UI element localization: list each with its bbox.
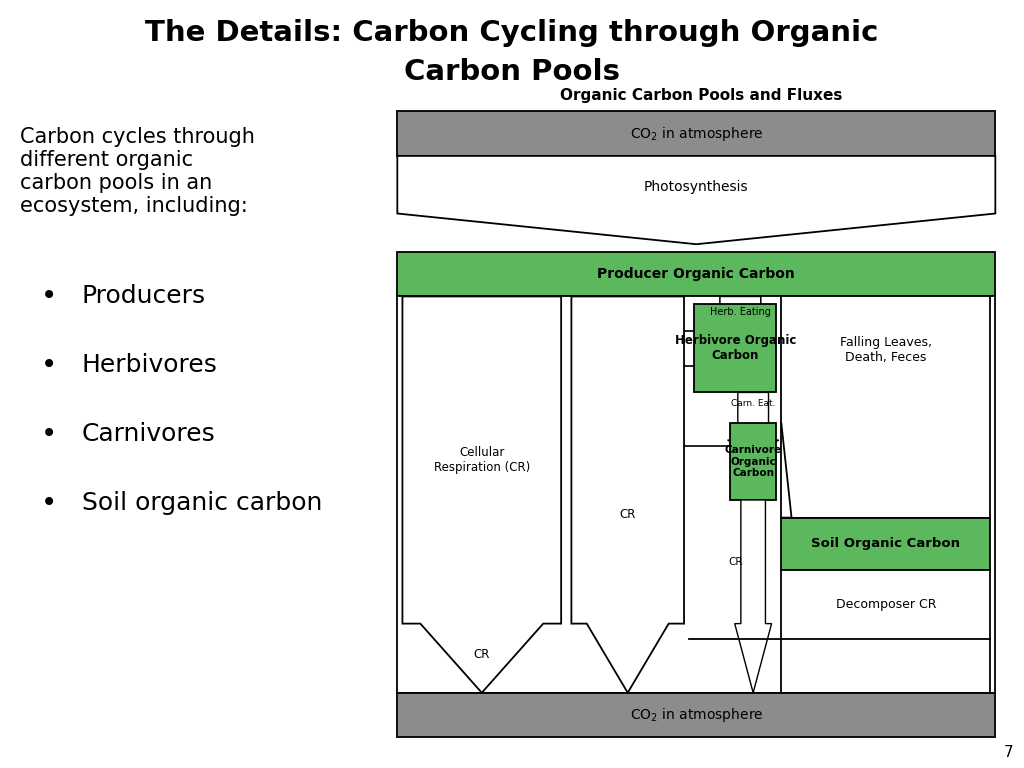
Bar (397, 296, 995, 693)
Text: Decomposer CR: Decomposer CR (836, 598, 936, 611)
Polygon shape (781, 296, 990, 518)
Text: Producers: Producers (82, 283, 206, 308)
Text: Falling Leaves,
Death, Feces: Falling Leaves, Death, Feces (840, 336, 932, 364)
Text: •: • (41, 351, 57, 379)
Bar (397, 111, 995, 156)
Text: CO$_2$ in atmosphere: CO$_2$ in atmosphere (630, 706, 763, 724)
Text: Carnivores: Carnivores (82, 422, 216, 446)
Text: •: • (41, 282, 57, 310)
Text: Cellular
Respiration (CR): Cellular Respiration (CR) (434, 446, 529, 474)
Polygon shape (397, 156, 995, 244)
Text: Herb. Eating: Herb. Eating (710, 306, 771, 317)
Text: 7: 7 (1005, 745, 1014, 760)
Bar (397, 693, 995, 737)
Polygon shape (402, 296, 561, 693)
Text: •: • (41, 420, 57, 448)
Text: Carnivore
Organic
Carbon: Carnivore Organic Carbon (725, 445, 781, 478)
Text: Soil organic carbon: Soil organic carbon (82, 491, 323, 515)
Text: Carbon Pools: Carbon Pools (404, 58, 620, 85)
Text: The Details: Carbon Cycling through Organic: The Details: Carbon Cycling through Orga… (145, 19, 879, 47)
Polygon shape (781, 570, 990, 639)
Polygon shape (571, 296, 684, 693)
Text: CO$_2$ in atmosphere: CO$_2$ in atmosphere (630, 124, 763, 143)
Text: Carn. Eat.: Carn. Eat. (731, 399, 775, 409)
Polygon shape (735, 500, 772, 693)
Text: CR: CR (620, 508, 636, 521)
Text: Producer Organic Carbon: Producer Organic Carbon (597, 267, 796, 281)
Text: Carbon cycles through
different organic
carbon pools in an
ecosystem, including:: Carbon cycles through different organic … (20, 127, 255, 217)
Text: CR: CR (474, 648, 489, 660)
Bar (397, 252, 995, 296)
Bar (781, 518, 990, 570)
Text: Herbivore Organic
Carbon: Herbivore Organic Carbon (675, 334, 796, 362)
Bar (694, 304, 776, 392)
Text: Photosynthesis: Photosynthesis (644, 180, 749, 194)
Polygon shape (727, 392, 779, 454)
Bar (730, 423, 776, 500)
Text: Organic Carbon Pools and Fluxes: Organic Carbon Pools and Fluxes (560, 88, 843, 104)
Text: CR: CR (728, 557, 743, 567)
Text: Herbivores: Herbivores (82, 353, 218, 377)
Text: •: • (41, 489, 57, 517)
Text: Soil Organic Carbon: Soil Organic Carbon (811, 538, 961, 550)
Polygon shape (707, 296, 774, 346)
